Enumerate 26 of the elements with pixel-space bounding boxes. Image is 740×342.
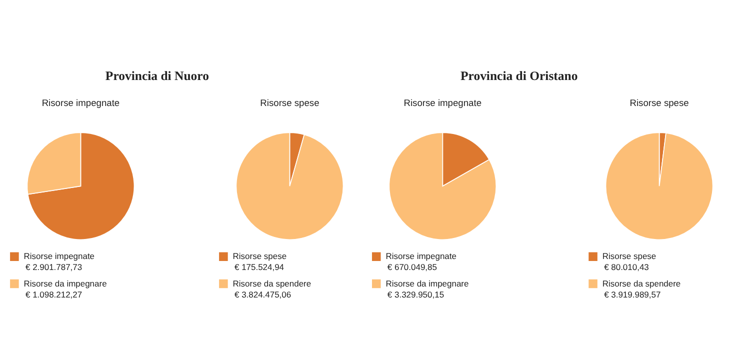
- data-label: € 175.524,94: [234, 262, 284, 272]
- data-label: € 2.901.787,73: [25, 262, 82, 272]
- pie-slice: [605, 132, 714, 240]
- legend-label: Risorse spese: [602, 251, 656, 262]
- legend-label: Risorse da spendere: [602, 278, 681, 288]
- chart-title: Risorse spese: [630, 98, 689, 108]
- legend-label: Risorse spese: [232, 251, 287, 262]
- text: Provincia di Oristano: [460, 68, 578, 83]
- pie-slice: [236, 132, 344, 240]
- data-label: € 80.010,43: [604, 262, 650, 272]
- data-label: € 3.824.475,06: [234, 289, 292, 300]
- text: Provincia di Nuoro: [105, 68, 209, 83]
- data-label: € 3.329.950,15: [387, 289, 444, 300]
- legend-label: Risorse da spendere: [232, 278, 312, 288]
- pie-slice: [388, 132, 497, 240]
- chart-title: Risorse impegnate: [404, 98, 482, 108]
- chart-title: Risorse impegnate: [42, 98, 120, 108]
- legend-label: Risorse da impegnare: [386, 278, 469, 288]
- chart-title: Risorse spese: [260, 98, 320, 108]
- legend-label: Risorse impegnate: [386, 251, 457, 262]
- legend-label: Risorse impegnate: [24, 251, 95, 262]
- legend-label: Risorse da impegnare: [24, 278, 108, 288]
- data-label: € 670.049,85: [387, 262, 438, 272]
- data-label: € 1.098.212,27: [25, 289, 82, 300]
- data-label: € 3.919.989,57: [604, 289, 661, 300]
- pie-slice: [27, 132, 135, 240]
